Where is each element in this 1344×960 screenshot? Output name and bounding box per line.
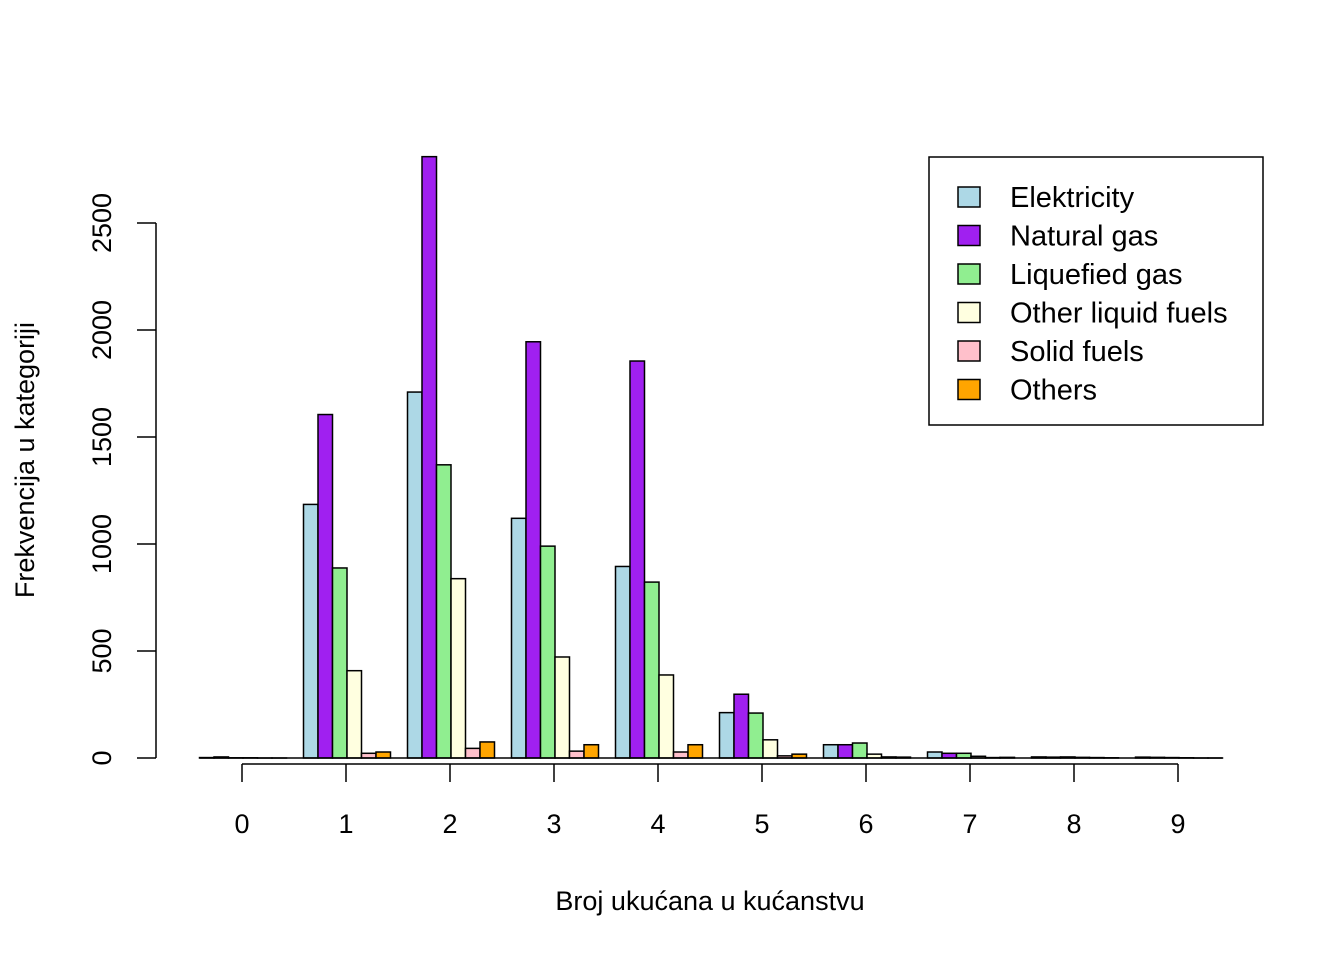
x-axis-label: Broj ukućana u kućanstvu <box>555 886 864 916</box>
bar-other-liquid-fuels-3 <box>554 656 571 759</box>
x-tick-label-3: 3 <box>546 809 561 839</box>
legend-swatch-other-liquid-fuels <box>957 301 981 324</box>
bar-group-5 <box>718 693 808 759</box>
legend-swatch-others <box>957 378 981 401</box>
bar-elektricity-3 <box>510 517 527 759</box>
bar-liquefied-gas-4 <box>643 581 660 759</box>
legend-swatch-solid-fuels <box>957 340 981 362</box>
bar-elektricity-2 <box>406 391 423 759</box>
legend: Elektricity Natural gas Liquefied gas Other… <box>928 156 1264 426</box>
bar-other-liquid-fuels-2 <box>450 577 467 759</box>
legend-label-others: Others <box>1010 375 1097 407</box>
bar-other-liquid-fuels-1 <box>346 669 363 759</box>
bar-elektricity-6 <box>822 743 839 759</box>
bar-elektricity-4 <box>614 565 631 759</box>
legend-swatch-elektricity <box>957 186 981 208</box>
y-tick-label-1500: 1500 <box>87 407 117 467</box>
bar-natural-gas-1 <box>317 413 334 759</box>
x-axis: 0 1 2 3 4 5 6 7 8 9 <box>199 757 1223 839</box>
legend-swatch-natural-gas <box>957 224 981 247</box>
bar-natural-gas-4 <box>629 360 646 759</box>
bar-natural-gas-6 <box>837 743 854 759</box>
bar-others-4 <box>687 743 704 759</box>
bar-liquefied-gas-2 <box>435 464 452 759</box>
bar-solid-fuels-3 <box>568 750 585 759</box>
x-tick-label-6: 6 <box>858 809 873 839</box>
bar-solid-fuels-4 <box>672 751 689 759</box>
bar-natural-gas-2 <box>421 155 438 759</box>
y-axis: 0 500 1000 1500 2000 2500 <box>87 193 157 766</box>
legend-swatch-liquefied-gas <box>957 263 981 285</box>
bar-others-3 <box>583 743 600 759</box>
bar-group-6 <box>822 742 912 759</box>
bar-elektricity-1 <box>302 503 319 759</box>
x-tick-label-5: 5 <box>754 809 769 839</box>
y-tick-label-1000: 1000 <box>87 514 117 574</box>
bar-liquefied-gas-1 <box>331 567 348 759</box>
y-tick-label-2000: 2000 <box>87 300 117 360</box>
bar-group-4 <box>614 360 704 759</box>
y-tick-label-2500: 2500 <box>87 193 117 253</box>
bar-elektricity-5 <box>718 711 735 759</box>
bar-liquefied-gas-6 <box>851 742 868 759</box>
y-tick-label-500: 500 <box>87 628 117 673</box>
bar-group-2 <box>406 155 496 759</box>
bar-natural-gas-3 <box>525 341 542 759</box>
legend-label-natural-gas: Natural gas <box>1010 221 1158 253</box>
x-tick-label-7: 7 <box>962 809 977 839</box>
legend-label-liquefied-gas: Liquefied gas <box>1010 259 1183 291</box>
legend-label-other-liquid-fuels: Other liquid fuels <box>1010 298 1228 330</box>
bar-other-liquid-fuels-4 <box>658 674 675 759</box>
x-tick-label-0: 0 <box>234 809 249 839</box>
bar-other-liquid-fuels-5 <box>762 739 779 759</box>
x-tick-label-1: 1 <box>338 809 353 839</box>
bar-liquefied-gas-5 <box>747 712 764 759</box>
legend-label-elektricity: Elektricity <box>1010 182 1135 214</box>
bar-group-3 <box>510 341 600 759</box>
y-axis-label: Frekvencija u kategoriji <box>10 322 40 598</box>
x-tick-label-9: 9 <box>1170 809 1185 839</box>
legend-label-solid-fuels: Solid fuels <box>1010 336 1144 368</box>
x-tick-label-8: 8 <box>1066 809 1081 839</box>
y-tick-label-0: 0 <box>87 750 117 765</box>
x-tick-label-4: 4 <box>650 809 665 839</box>
bar-others-1 <box>375 751 392 759</box>
bars-layer <box>198 155 1224 759</box>
x-tick-label-2: 2 <box>442 809 457 839</box>
bar-group-7 <box>926 751 1016 759</box>
bar-natural-gas-5 <box>733 693 750 759</box>
bar-solid-fuels-2 <box>464 747 481 759</box>
bar-elektricity-7 <box>926 751 943 759</box>
legend-box <box>928 156 1264 426</box>
bar-group-1 <box>302 413 392 759</box>
bar-liquefied-gas-3 <box>539 545 556 759</box>
bar-others-2 <box>479 741 496 759</box>
